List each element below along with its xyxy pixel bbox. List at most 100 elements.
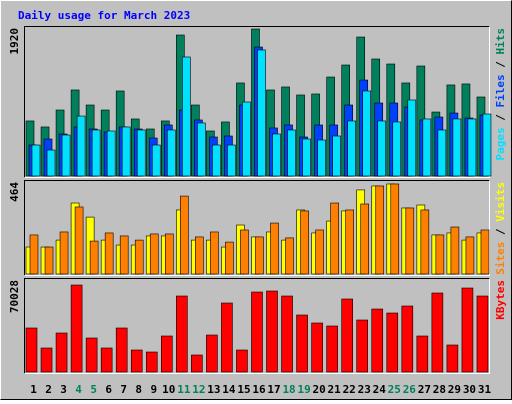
y-tick-label: 70028 [8, 280, 21, 313]
bar [251, 291, 263, 373]
legend: Pages / Files / Hits [494, 28, 507, 161]
bar [450, 226, 460, 275]
bar [100, 347, 113, 373]
legend-entry: Pages [494, 127, 507, 160]
bar [136, 129, 146, 177]
bar [61, 134, 71, 177]
y-tick-label: 464 [8, 182, 21, 202]
bar [401, 305, 414, 373]
bar [240, 229, 249, 275]
x-tick-label: 7 [120, 383, 127, 396]
x-tick-label: 5 [90, 383, 97, 396]
bar [356, 319, 369, 373]
legend-entry: KBytes [494, 280, 507, 320]
bar [420, 209, 430, 275]
bar [145, 351, 158, 373]
bar [330, 202, 339, 275]
bar [255, 236, 264, 275]
x-tick-label: 10 [162, 383, 175, 396]
bar [461, 287, 474, 373]
bar [221, 302, 233, 373]
bar [347, 120, 356, 177]
bar [266, 290, 278, 373]
x-tick-label: 24 [373, 383, 387, 396]
bar [317, 139, 326, 177]
x-tick-label: 13 [207, 383, 220, 396]
bar [390, 183, 400, 275]
x-tick-label: 27 [418, 383, 431, 396]
x-tick-label: 19 [297, 383, 310, 396]
legend: KBytes [494, 280, 507, 320]
bar [212, 144, 221, 177]
bar [149, 233, 159, 275]
bar [55, 332, 68, 373]
bar [392, 121, 402, 177]
bar [257, 49, 266, 177]
bar [437, 129, 447, 177]
bar [300, 210, 309, 275]
x-tick-label: 11 [177, 383, 191, 396]
x-tick-label: 31 [478, 383, 492, 396]
chart-title: Daily usage for March 2023 [18, 9, 190, 22]
bar [130, 349, 143, 373]
panel-border-light [24, 180, 490, 276]
bar [182, 56, 191, 177]
legend-entry: Files [494, 74, 507, 107]
bar [166, 129, 176, 177]
bar [180, 195, 189, 275]
bar [106, 130, 116, 177]
panel-border-dark [24, 180, 490, 276]
x-tick-label: 18 [282, 383, 295, 396]
bar [270, 222, 279, 275]
bar [46, 149, 56, 177]
bar [227, 144, 236, 177]
bar [360, 203, 370, 275]
bar [296, 314, 308, 373]
bar [272, 133, 281, 177]
bar [407, 99, 417, 177]
panel-border-light [24, 278, 490, 374]
bar [377, 120, 387, 177]
bar [422, 118, 432, 177]
x-tick-label: 20 [313, 383, 326, 396]
bar [345, 209, 354, 275]
x-tick-label: 9 [150, 383, 157, 396]
legend-entry: Sites [494, 242, 507, 275]
bar [210, 231, 219, 275]
bar [435, 234, 445, 275]
x-tick-label: 17 [267, 383, 280, 396]
bar [452, 118, 462, 177]
bar [416, 335, 429, 373]
bar [70, 284, 83, 373]
x-tick-label: 26 [403, 383, 417, 396]
legend-separator: / [494, 108, 507, 128]
bar [197, 122, 206, 177]
bar [302, 138, 311, 177]
bar [476, 295, 489, 373]
x-tick-label: 14 [222, 383, 236, 396]
bar [44, 246, 54, 275]
bar [160, 335, 173, 373]
x-tick-label: 29 [448, 383, 461, 396]
x-tick-label: 15 [237, 383, 250, 396]
bar [206, 334, 218, 373]
bar [91, 129, 101, 177]
legend-separator: / [494, 222, 507, 242]
panel-border-light [24, 26, 490, 178]
bar [467, 118, 477, 177]
x-tick-label: 3 [60, 383, 67, 396]
bar [315, 229, 324, 275]
x-tick-label: 12 [192, 383, 205, 396]
bar [326, 325, 338, 373]
bar [74, 206, 84, 275]
bar [375, 185, 385, 275]
bar [176, 295, 188, 373]
bar [287, 129, 296, 177]
x-tick-label: 6 [105, 383, 112, 396]
bar [332, 135, 341, 177]
bar [465, 236, 475, 275]
legend-separator: / [494, 55, 507, 75]
panel-border-dark [24, 26, 490, 178]
bar [281, 295, 293, 373]
